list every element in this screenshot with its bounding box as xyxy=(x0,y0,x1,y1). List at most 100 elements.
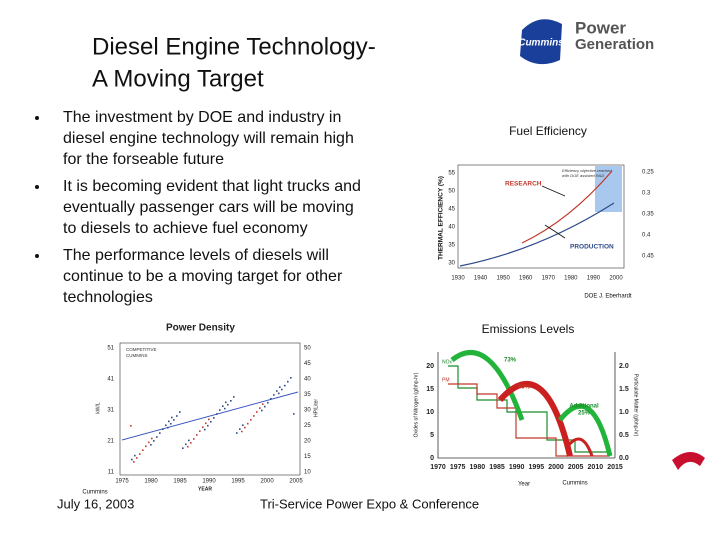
logo-brand: Cummins xyxy=(518,38,564,49)
logo: Cummins Power Generation xyxy=(518,18,654,65)
scatter-point xyxy=(267,401,269,404)
scatter-point xyxy=(241,430,243,433)
tick-label: 1980 xyxy=(564,276,578,282)
tick-label: 1985 xyxy=(489,464,505,471)
tick-label: 2005 xyxy=(289,479,303,485)
credit: Cummins xyxy=(562,481,587,487)
logo-text: Power xyxy=(575,18,626,37)
scatter-point xyxy=(142,449,144,451)
scatter-point xyxy=(196,434,198,436)
scatter-point xyxy=(264,405,266,408)
tick-label: 41 xyxy=(107,377,114,383)
scatter-point xyxy=(250,419,252,421)
scatter-point xyxy=(173,419,175,421)
scatter-point xyxy=(219,409,221,411)
scatter-point xyxy=(207,424,209,427)
scatter-point xyxy=(151,437,153,440)
scatter-point xyxy=(242,424,244,426)
title-line: Diesel Engine Technology- xyxy=(92,33,376,60)
bullet-text: It is becoming evident that light trucks… xyxy=(63,178,361,195)
scatter-point xyxy=(216,413,218,415)
scatter-point xyxy=(202,426,204,428)
title-line: A Moving Target xyxy=(92,65,264,92)
credit: DOE J. Eberhardt xyxy=(584,294,632,300)
tick-label: 40 xyxy=(448,225,455,231)
tick-label: 51 xyxy=(107,346,114,352)
tick-label: 10 xyxy=(426,409,434,416)
scatter-point xyxy=(171,416,173,419)
footer-date: July 16, 2003 xyxy=(57,496,134,511)
axis-label: HP/Liter xyxy=(313,399,319,417)
chart-title: Power Density xyxy=(166,323,235,334)
arrow xyxy=(544,224,566,239)
fuel-chart: Fuel Efficiency RESEARCH PRODUCTION Effi… xyxy=(438,124,655,299)
annotation: with DOE assisted R&D xyxy=(562,173,604,178)
power-chart: Power Density COMPETITIVE CUMMINS YEAR k… xyxy=(95,323,319,493)
annotation: Additional xyxy=(569,404,599,410)
scatter-point xyxy=(222,405,224,407)
tick-label: 21 xyxy=(107,439,114,445)
bullet-text: diesel engine technology will remain hig… xyxy=(63,130,354,147)
scatter-point xyxy=(185,443,187,446)
scatter-point xyxy=(156,436,158,438)
tick-label: 2000 xyxy=(609,276,623,282)
tick-label: 1995 xyxy=(231,479,245,485)
scatter-point xyxy=(148,441,150,444)
tick-label: 25 xyxy=(304,423,311,429)
scatter-point xyxy=(278,392,280,395)
logo-shield xyxy=(520,19,562,65)
scatter-point xyxy=(276,390,278,392)
tick-label: 1960 xyxy=(519,276,533,282)
nox-arc xyxy=(450,350,525,421)
scatter-point xyxy=(256,411,258,413)
logo-text: Generation xyxy=(575,36,654,53)
scatter-point xyxy=(165,424,167,427)
highlight xyxy=(595,166,622,212)
tick-label: 15 xyxy=(304,454,311,460)
series-label: NOx xyxy=(442,359,453,365)
scatter-point xyxy=(290,377,292,379)
pm-arc xyxy=(497,381,573,457)
scatter-point xyxy=(188,439,190,442)
tick-label: 11 xyxy=(108,470,115,476)
tick-label: 1.5 xyxy=(619,386,629,393)
tick-label: 1950 xyxy=(496,276,510,282)
scatter-point xyxy=(239,428,241,430)
tick-label: 30 xyxy=(448,261,455,267)
axis-label: YEAR xyxy=(198,486,212,492)
tick-label: 35 xyxy=(448,243,455,249)
annotation: 73% xyxy=(504,358,517,364)
scatter-point xyxy=(205,422,207,425)
tick-label: 10 xyxy=(304,470,311,476)
annotation: RESEARCH xyxy=(505,181,542,188)
bullet-list: The investment by DOE and industry in die… xyxy=(35,109,361,306)
scatter-point xyxy=(134,454,136,457)
tick-label: 0.5 xyxy=(619,432,629,439)
tick-label: 1.0 xyxy=(619,409,629,416)
axis-label: kW/L xyxy=(95,402,101,414)
scatter-point xyxy=(176,415,178,417)
bullet-text: continue to be a moving target for other xyxy=(63,268,343,285)
axes xyxy=(437,352,615,459)
bullet-text: eventually passenger cars will be moving xyxy=(63,199,354,216)
scatter-point xyxy=(193,438,195,440)
bullet-dot xyxy=(35,116,39,120)
scatter-point xyxy=(133,461,135,463)
tick-label: 1940 xyxy=(474,276,488,282)
scatter-point xyxy=(162,428,164,430)
tick-label: 2005 xyxy=(568,464,584,471)
tick-label: 2000 xyxy=(548,464,564,471)
tick-label: 31 xyxy=(107,408,114,414)
scatter-point xyxy=(136,457,138,459)
credit: Cummins xyxy=(82,490,107,496)
tick-label: 1930 xyxy=(451,276,465,282)
scatter-point xyxy=(208,418,210,421)
tick-label: 1975 xyxy=(115,479,129,485)
emissions-chart: Emissions Levels NOx PM 73% 90% Addition… xyxy=(413,322,638,487)
pm-steps xyxy=(448,383,610,457)
scatter-point xyxy=(261,409,263,412)
scatter-point xyxy=(227,403,229,406)
series-label: PM xyxy=(442,377,450,383)
tick-label: 0.35 xyxy=(642,212,654,218)
